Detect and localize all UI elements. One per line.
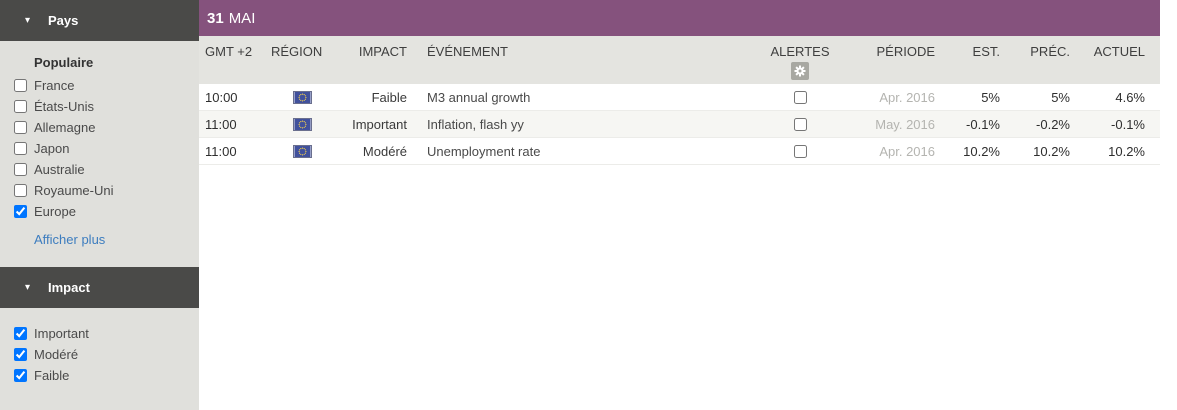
event-impact: Modéré <box>362 144 407 159</box>
event-impact: Faible <box>371 90 407 105</box>
pays-section-header[interactable]: ▾ Pays <box>0 0 199 41</box>
event-actual: 10.2% <box>1108 144 1145 159</box>
country-filter-japon[interactable]: Japon <box>0 138 199 159</box>
event-estimate: 5% <box>981 90 1000 105</box>
date-header: 31 MAI <box>199 0 1160 36</box>
event-name[interactable]: Unemployment rate <box>427 144 541 159</box>
event-time: 10:00 <box>205 90 238 105</box>
europe-flag-icon <box>292 91 312 104</box>
pays-section-title: Pays <box>48 13 79 28</box>
alert-cell <box>745 111 855 138</box>
table-row: 11:00 Important Inflation, flash yy May.… <box>199 111 1160 138</box>
impact-checkbox-important[interactable] <box>14 327 27 340</box>
event-estimate: 10.2% <box>963 144 1000 159</box>
col-header-region: RÉGION <box>271 44 323 59</box>
impact-section-body: Important Modéré Faible <box>0 308 199 386</box>
europe-flag-icon <box>292 145 312 158</box>
event-actual: -0.1% <box>1111 117 1145 132</box>
country-filter-australie[interactable]: Australie <box>0 159 199 180</box>
region-cell <box>271 84 333 111</box>
impact-section-header[interactable]: ▾ Impact <box>0 267 199 308</box>
show-more-link[interactable]: Afficher plus <box>34 232 106 247</box>
event-previous: -0.2% <box>1036 117 1070 132</box>
country-checkbox-japon[interactable] <box>14 142 27 155</box>
table-row: 11:00 Modéré Unemployment rate Apr. 2016 <box>199 138 1160 165</box>
table-row: 10:00 Faible M3 annual growth Apr. 2016 <box>199 84 1160 111</box>
impact-checkbox-modere[interactable] <box>14 348 27 361</box>
country-filter-europe[interactable]: Europe <box>0 201 199 222</box>
col-header-prec: PRÉC. <box>1030 44 1070 59</box>
country-filter-etats-unis[interactable]: États-Unis <box>0 96 199 117</box>
country-checkbox-allemagne[interactable] <box>14 121 27 134</box>
event-previous: 10.2% <box>1033 144 1070 159</box>
country-checkbox-europe[interactable] <box>14 205 27 218</box>
impact-filter-faible[interactable]: Faible <box>0 365 199 386</box>
country-filter-royaume-uni[interactable]: Royaume-Uni <box>0 180 199 201</box>
alert-checkbox[interactable] <box>793 91 807 104</box>
col-header-est: EST. <box>972 44 1000 59</box>
col-header-periode: PÉRIODE <box>876 44 935 59</box>
col-header-evenement: ÉVÉNEMENT <box>427 44 508 59</box>
event-time: 11:00 <box>205 117 237 132</box>
col-header-actuel: ACTUEL <box>1093 44 1145 59</box>
impact-label: Modéré <box>34 347 79 362</box>
country-label: Allemagne <box>34 120 96 135</box>
country-label: Europe <box>34 204 76 219</box>
alert-checkbox[interactable] <box>793 145 807 158</box>
gear-icon <box>794 65 806 77</box>
col-header-gmt: GMT +2 <box>205 44 253 59</box>
event-name[interactable]: M3 annual growth <box>427 90 531 105</box>
impact-section-title: Impact <box>48 280 90 295</box>
date-day: 31 <box>207 9 224 27</box>
date-month: MAI <box>228 9 256 27</box>
country-label: Japon <box>34 141 70 156</box>
pays-section-body: Populaire France États-Unis Allemagne Ja… <box>0 41 199 267</box>
chevron-down-icon: ▾ <box>25 15 31 26</box>
country-filter-france[interactable]: France <box>0 75 199 96</box>
region-cell <box>271 138 333 165</box>
table-header-row: GMT +2 RÉGION IMPACT ÉVÉNEMENT ALERTES <box>199 36 1160 84</box>
alert-cell <box>745 138 855 165</box>
event-time: 11:00 <box>205 144 237 159</box>
event-actual: 4.6% <box>1115 90 1145 105</box>
country-label: France <box>34 78 75 93</box>
event-previous: 5% <box>1051 90 1070 105</box>
country-label: États-Unis <box>34 99 94 114</box>
event-period: Apr. 2016 <box>879 144 935 159</box>
event-name[interactable]: Inflation, flash yy <box>427 117 524 132</box>
col-header-alertes-label: ALERTES <box>770 44 830 59</box>
region-cell <box>271 111 333 138</box>
event-estimate: -0.1% <box>966 117 1000 132</box>
popular-group-label: Populaire <box>34 55 94 70</box>
event-period: May. 2016 <box>875 117 935 132</box>
country-checkbox-australie[interactable] <box>14 163 27 176</box>
calendar-panel: 31 MAI GMT +2 RÉGION IMPACT ÉVÉNEMENT AL… <box>199 0 1160 410</box>
impact-label: Faible <box>34 368 70 383</box>
alert-checkbox[interactable] <box>793 118 807 131</box>
europe-flag-icon <box>292 118 312 131</box>
country-filter-allemagne[interactable]: Allemagne <box>0 117 199 138</box>
country-checkbox-france[interactable] <box>14 79 27 92</box>
impact-filter-important[interactable]: Important <box>0 323 199 344</box>
impact-checkbox-faible[interactable] <box>14 369 27 382</box>
country-label: Royaume-Uni <box>34 183 114 198</box>
country-checkbox-etats-unis[interactable] <box>14 100 27 113</box>
country-label: Australie <box>34 162 85 177</box>
impact-label: Important <box>34 326 89 341</box>
country-checkbox-royaume-uni[interactable] <box>14 184 27 197</box>
filter-sidebar: ▾ Pays Populaire France États-Unis Allem… <box>0 0 199 410</box>
chevron-down-icon: ▾ <box>25 282 31 293</box>
alerts-settings-button[interactable] <box>791 62 809 80</box>
alert-cell <box>745 84 855 111</box>
impact-filter-modere[interactable]: Modéré <box>0 344 199 365</box>
event-impact: Important <box>352 117 407 132</box>
event-period: Apr. 2016 <box>879 90 935 105</box>
col-header-impact: IMPACT <box>358 44 407 59</box>
col-header-alertes: ALERTES <box>745 36 855 84</box>
